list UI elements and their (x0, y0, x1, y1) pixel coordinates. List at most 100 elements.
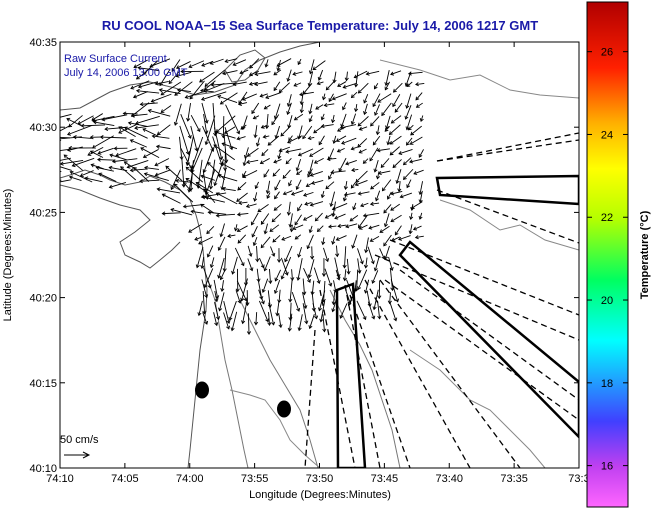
current-vector (297, 246, 303, 258)
current-vector (398, 235, 411, 241)
current-vector (357, 116, 369, 127)
current-vector (154, 169, 171, 177)
current-vector (268, 268, 273, 285)
current-vector (161, 211, 181, 216)
y-tick-label: 40:15 (29, 378, 57, 390)
current-vector (142, 60, 159, 75)
current-vector (273, 159, 282, 164)
current-vector (272, 168, 281, 177)
current-vector (335, 245, 340, 258)
current-vectors (60, 58, 425, 336)
current-vector (349, 215, 359, 222)
current-vector (252, 236, 258, 247)
current-vector (195, 246, 204, 269)
current-vector (415, 92, 423, 101)
current-vector (220, 162, 236, 171)
current-vector (137, 65, 159, 71)
current-vector (139, 179, 160, 184)
current-vector (175, 71, 192, 78)
current-vector (210, 82, 237, 87)
current-vector (271, 213, 282, 223)
current-vector (343, 192, 356, 197)
current-vector (68, 145, 94, 151)
current-vector (383, 213, 390, 228)
current-vector (72, 135, 92, 140)
current-vector (197, 300, 203, 317)
current-vector (302, 278, 307, 296)
current-vector (287, 313, 293, 332)
current-vector (325, 181, 335, 190)
current-vector (265, 180, 271, 195)
current-vector (204, 169, 216, 195)
y-axis-label: Latitude (Degrees:Minutes) (2, 189, 14, 322)
x-tick-label: 73:35 (500, 473, 528, 485)
current-vector (314, 212, 323, 222)
current-vector (199, 71, 215, 83)
current-vector (282, 169, 291, 179)
current-vector (188, 223, 203, 233)
colorbar-tick-label: 26 (601, 47, 613, 59)
current-vector (60, 146, 61, 148)
x-tick-label: 73:45 (371, 473, 399, 485)
current-vector (220, 280, 225, 292)
current-vector (287, 135, 303, 144)
current-vector (284, 245, 293, 263)
current-vector (156, 124, 171, 136)
current-vector (356, 300, 367, 321)
current-vector (207, 161, 226, 181)
colorbar-tick-label: 20 (601, 295, 613, 307)
inset-line-2: July 14, 2006 13:00 GMT (64, 67, 188, 79)
current-vector (60, 158, 61, 160)
current-vector (223, 135, 229, 164)
current-vector (118, 126, 136, 138)
current-vector (267, 290, 273, 309)
current-vector (310, 246, 315, 260)
current-vector (334, 213, 346, 220)
y-tick-label: 40:10 (29, 463, 57, 475)
current-vector (209, 58, 224, 65)
current-vector (165, 165, 183, 182)
current-vector (149, 58, 171, 68)
current-vector (274, 269, 281, 282)
current-vector (204, 115, 216, 146)
current-vector (316, 81, 324, 86)
current-vector (280, 257, 289, 276)
current-vector (223, 126, 236, 134)
current-vector (304, 201, 312, 206)
current-vector (404, 104, 412, 120)
bathy-contour-3 (329, 289, 401, 468)
current-vector (247, 258, 254, 272)
current-vector (375, 125, 380, 136)
current-vector (133, 59, 148, 69)
current-vector (120, 166, 137, 181)
current-vector (338, 157, 347, 172)
current-vector (345, 223, 358, 229)
current-vector (331, 203, 348, 211)
current-vector (189, 80, 205, 100)
current-vector (255, 137, 260, 147)
current-vector (313, 157, 324, 164)
current-vector (60, 170, 62, 173)
current-vector (173, 183, 194, 203)
current-vector (276, 248, 282, 263)
current-vector (313, 267, 321, 285)
current-vector (217, 94, 238, 104)
current-vector (77, 115, 94, 125)
current-vector (268, 302, 276, 326)
current-vector (307, 168, 313, 178)
current-vector (135, 115, 160, 125)
current-vector (144, 165, 160, 170)
current-vector (308, 103, 313, 115)
current-vector (285, 148, 302, 154)
current-vector (215, 192, 238, 205)
y-tick-label: 40:20 (29, 293, 57, 305)
current-vector (219, 270, 226, 281)
current-vector (337, 81, 347, 87)
current-vector (154, 158, 170, 167)
current-vector (302, 292, 308, 310)
current-vector (302, 125, 313, 140)
current-vector (392, 94, 401, 108)
current-vector (390, 70, 402, 76)
current-vector (402, 168, 414, 180)
current-vector (321, 93, 326, 101)
